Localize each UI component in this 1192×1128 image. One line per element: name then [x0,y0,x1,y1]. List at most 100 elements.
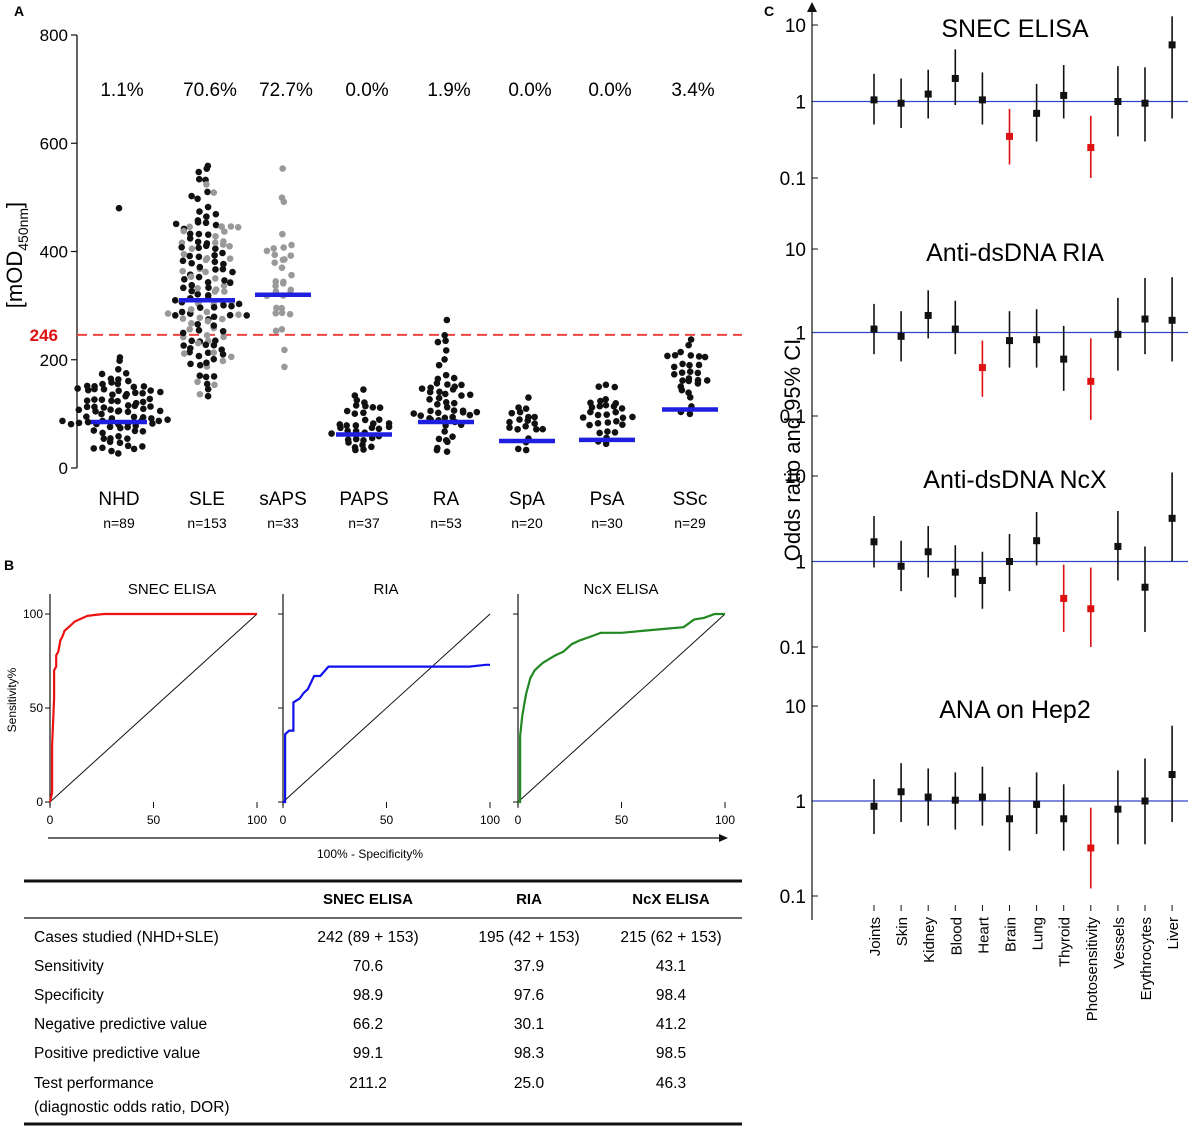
odds-ratio-point [1006,132,1013,140]
category-label: Thyroid [1057,917,1074,967]
data-point [90,427,98,434]
data-point [417,412,425,419]
data-point [83,403,91,411]
data-point [108,447,115,455]
odds-ratio-point [1033,109,1041,117]
panel-b: B Sensitivity% 0 50 100 0 50 100 SNEC ELISA 0 50… [4,557,735,861]
data-point [194,195,201,203]
data-point [131,427,139,435]
data-point [219,241,227,248]
roc-x-arrow-head [719,834,728,842]
table-row: Sensitivity 70.6 37.9 43.1 [34,958,686,975]
data-point [83,413,90,420]
data-point [263,247,271,255]
odds-ratio-point [1141,99,1149,107]
data-point [196,263,204,271]
percent-positive: 70.6% [183,80,237,101]
data-point [594,419,602,427]
data-point [210,322,218,329]
data-point [670,363,678,371]
roc-plot: 0 50 100 RIA [278,581,500,827]
panel-a-y-axis: 0 200 400 600 800 [40,26,78,478]
data-point [525,413,532,421]
data-point [427,384,434,392]
y-tick-label: 600 [40,134,68,153]
data-point [410,410,418,417]
data-point [522,446,530,454]
table-header-ria: RIA [516,891,542,908]
data-point [114,397,121,405]
data-point [202,219,210,227]
data-point [361,399,368,406]
data-point [281,256,288,263]
data-point [629,413,636,421]
table-row: Negative predictive value 66.2 30.1 41.2 [34,1016,686,1033]
data-point [522,405,530,412]
odds-ratio-point [870,325,878,333]
data-point [352,446,359,454]
data-point [451,383,459,390]
roc-diagonal [282,613,491,803]
data-point [99,444,106,452]
data-point [685,375,693,382]
data-point [83,397,91,404]
data-point [679,377,686,384]
data-point [619,414,627,422]
roc-x-tick-label: 100 [480,813,500,827]
odds-ratio-point [924,90,932,98]
forest-y-tick-label: 10 [785,16,806,37]
data-point [594,411,602,419]
group-name: NHD [98,489,139,510]
data-point [353,396,361,404]
cell-ria: 37.9 [514,958,544,975]
data-point [100,404,108,411]
table-row: Specificity 98.9 97.6 98.4 [34,987,686,1004]
data-point [211,275,219,282]
forest-plot: 0.1 1 10 SNEC ELISA [780,15,1188,190]
data-point [436,388,443,396]
data-point [218,223,225,230]
data-point [459,407,467,415]
data-point [147,387,154,394]
data-point [116,439,124,447]
odds-ratio-point [951,568,959,576]
data-point [124,402,132,409]
group-name: PsA [590,489,625,510]
data-point [212,210,220,218]
odds-ratio-point [1033,537,1041,545]
panel-a-label: A [14,3,24,19]
odds-ratio-point [1060,91,1068,99]
odds-ratio-point [897,562,905,570]
roc-title: SNEC ELISA [128,581,216,598]
data-point [83,382,91,390]
forest-y-tick-label: 10 [785,697,806,718]
panel-c: C Odds ratio and 95% CI 0.1 1 10 SNEC ELISA… [764,2,1188,1021]
data-point [114,365,122,373]
data-point [139,413,147,421]
data-point [385,423,393,431]
data-point [435,361,443,369]
data-point [131,389,139,397]
group-name: SLE [189,489,225,510]
forest-y-tick-label: 0.1 [780,169,806,190]
data-point [99,380,106,388]
roc-curve [48,612,257,803]
data-point [210,349,218,356]
odds-ratio-point [1168,316,1176,324]
data-point [139,443,146,450]
data-point [611,383,619,391]
percent-positive: 0.0% [588,80,631,101]
data-point [100,435,108,442]
category-label: Heart [975,916,992,954]
table-header-snec: SNEC ELISA [323,891,413,908]
data-point [434,375,442,383]
roc-x-tick-label: 50 [615,813,629,827]
data-point [506,424,513,431]
data-point [186,252,193,260]
odds-ratio-point [1006,558,1013,565]
data-point [434,338,442,346]
data-point [229,268,236,276]
data-point [444,381,451,388]
data-point [139,428,147,435]
percent-positive: 0.0% [508,80,551,101]
